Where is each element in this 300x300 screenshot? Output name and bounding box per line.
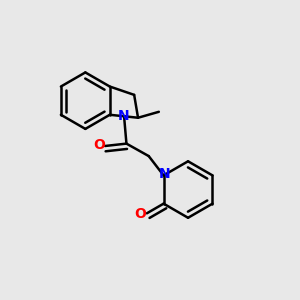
Text: O: O: [93, 138, 105, 152]
Text: O: O: [134, 208, 146, 221]
Text: N: N: [118, 109, 129, 123]
Text: N: N: [159, 167, 171, 181]
